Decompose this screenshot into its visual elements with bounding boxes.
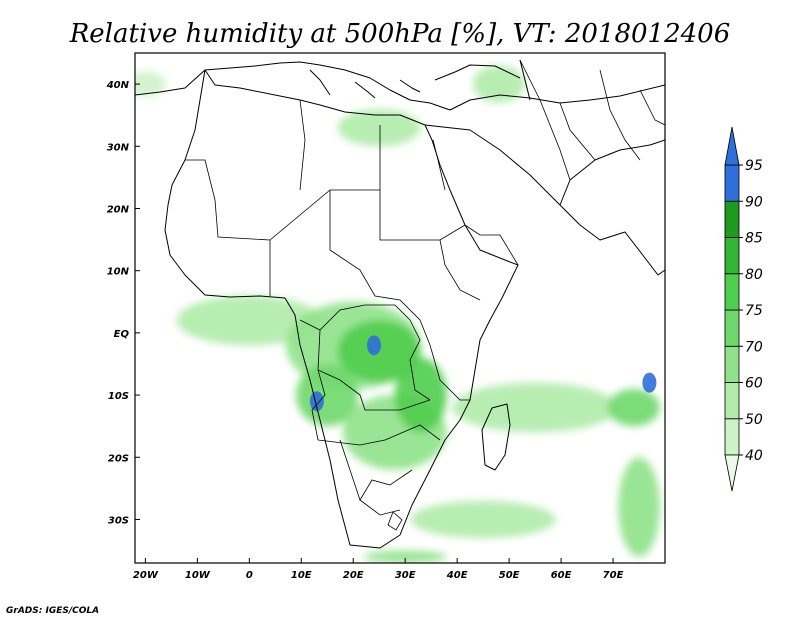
humidity-region-6: [296, 363, 359, 427]
colorbar-segment: [724, 382, 740, 420]
colorbar-label: 85: [745, 231, 763, 247]
map-title: Relative humidity at 500hPa [%], VT: 201…: [69, 19, 731, 49]
x-tick-label: 60E: [551, 570, 572, 581]
colorbar-segment: [724, 345, 740, 383]
colorbar: 40 50 60 70 75 80 85 90 95: [724, 126, 763, 492]
colorbar-label: 40: [745, 448, 763, 464]
humidity-region-9: [451, 382, 619, 433]
colorbar-low-arrow: [724, 454, 740, 492]
humidity-region-8: [394, 357, 447, 433]
colorbar-label: 90: [745, 194, 763, 210]
colorbar-segment: [724, 309, 740, 347]
y-tick-label: EQ: [114, 329, 130, 340]
colorbar-segment: [724, 237, 740, 275]
humidity-region-13: [363, 550, 447, 563]
colorbar-label: 80: [745, 267, 763, 283]
humidity-region-0: [135, 71, 167, 97]
x-tick-label: 40E: [446, 570, 468, 581]
humidity-peak-0: [309, 391, 324, 412]
y-tick-label: 30S: [108, 515, 129, 526]
x-tick-label: 50E: [499, 570, 520, 581]
colorbar-segment: [724, 164, 740, 202]
x-tick-label: 10W: [185, 570, 211, 581]
humidity-region-11: [410, 500, 556, 539]
x-tick-label: 10E: [291, 570, 312, 581]
coastlines: [135, 59, 665, 549]
y-tick-label: 20S: [108, 453, 129, 464]
x-tick-label: 0: [246, 570, 253, 581]
plot-frame: [134, 52, 666, 564]
humidity-region-1: [337, 108, 421, 147]
latitude-ticks: 40N 30N 20N 10N EQ 10S 20S 30S: [106, 80, 140, 526]
grads-credit: GrADS: IGES/COLA: [6, 606, 99, 616]
y-tick-label: 10N: [107, 267, 130, 278]
colorbar-segment: [724, 200, 740, 238]
humidity-peaks: [309, 335, 657, 412]
x-tick-label: 30E: [395, 570, 416, 581]
y-tick-label: 20N: [107, 204, 130, 215]
map-plot-area: 20W 10W 0 10E 20E 30E 40E 50E 60E 70E 40N 30N 20N 10…: [106, 52, 666, 581]
colorbar-label: 70: [745, 339, 763, 355]
colorbar-high-arrow: [724, 126, 740, 166]
x-tick-label: 70E: [603, 570, 624, 581]
colorbar-label: 95: [745, 158, 763, 174]
colorbar-segment: [724, 273, 740, 311]
y-tick-label: 40N: [106, 80, 130, 91]
y-tick-label: 30N: [107, 142, 130, 153]
humidity-peak-1: [367, 335, 382, 356]
longitude-ticks: 20W 10W 0 10E 20E 30E 40E 50E 60E 70E: [133, 558, 624, 581]
humidity-region-12: [618, 457, 660, 557]
x-tick-label: 20E: [343, 570, 364, 581]
humidity-peak-2: [642, 372, 657, 393]
country-borders: [185, 59, 665, 531]
colorbar-label: 50: [745, 412, 763, 428]
y-tick-label: 10S: [108, 391, 129, 402]
humidity-field: [135, 65, 660, 563]
x-tick-label: 20W: [133, 570, 159, 581]
colorbar-segment: [724, 418, 740, 456]
humidity-region-10: [607, 388, 660, 427]
colorbar-label: 60: [745, 376, 763, 392]
humidity-region-2: [472, 65, 525, 103]
humidity-region-3: [176, 295, 323, 346]
colorbar-label: 75: [745, 303, 763, 319]
